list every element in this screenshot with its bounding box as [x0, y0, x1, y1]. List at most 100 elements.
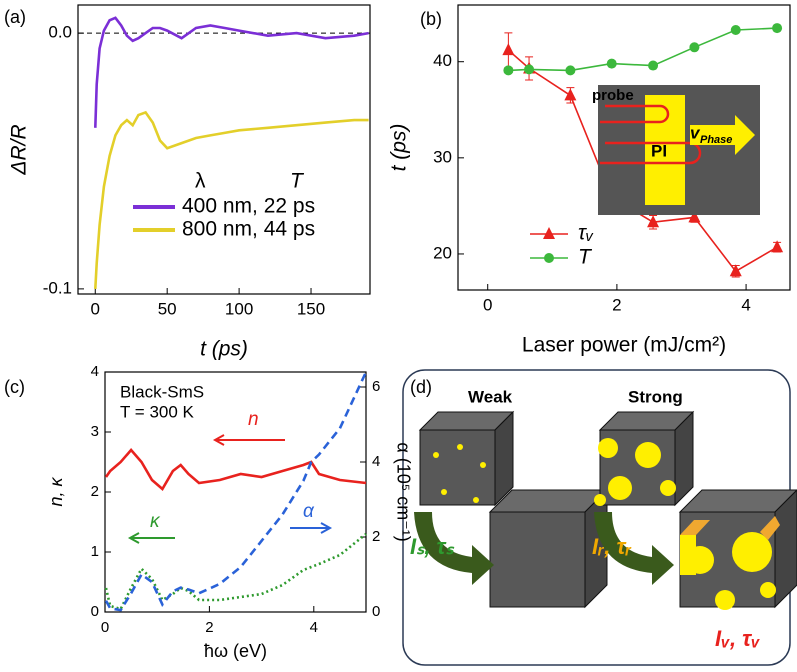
legend-header: T — [290, 170, 305, 193]
marker — [730, 24, 741, 35]
y-tick-label: 30 — [433, 147, 452, 166]
series-arrow — [127, 532, 175, 544]
x-tick-label: 2 — [612, 295, 621, 314]
inset-label: probe — [592, 87, 634, 104]
x-tick-label: 150 — [297, 299, 325, 318]
series-line — [104, 532, 367, 611]
s-label: Iₛ, τₛ — [410, 534, 455, 559]
defect — [441, 489, 447, 495]
x-tick-label: 0 — [91, 299, 100, 318]
x-tick-label: 100 — [225, 299, 253, 318]
marker — [772, 23, 783, 34]
cube-front — [489, 511, 586, 608]
plot-frame — [457, 4, 791, 291]
series-line — [104, 448, 367, 492]
series-label: κ — [150, 511, 161, 532]
transition-arrow — [594, 512, 674, 585]
series-line — [94, 16, 369, 128]
series-label: n — [248, 409, 259, 430]
marker — [771, 240, 784, 253]
x-tick-label: 4 — [310, 619, 318, 636]
legend-label: 800 nm, 44 ps — [182, 218, 315, 241]
marker — [524, 64, 535, 75]
x-tick-label: 4 — [741, 295, 750, 314]
series-arrow — [290, 522, 333, 534]
x-axis-label: Laser power (mJ/cm²) — [522, 334, 726, 357]
y2-tick-label: 0 — [372, 603, 380, 620]
x-axis-label: t (ps) — [200, 338, 248, 361]
legend-marker — [544, 253, 554, 263]
inset-probe — [600, 104, 670, 124]
domain — [594, 494, 606, 506]
r-label: Iᵣ, τᵣ — [592, 534, 632, 559]
y-axis-label: t (ps) — [388, 124, 411, 172]
defect — [433, 452, 439, 458]
panel-label: (c) — [4, 377, 25, 397]
domain — [680, 520, 710, 535]
domain — [608, 476, 632, 500]
series-label: α — [303, 501, 315, 522]
y-tick-label: 0 — [91, 603, 99, 620]
weak-label: Weak — [468, 387, 513, 406]
marker — [502, 43, 515, 56]
x-tick-label: 0 — [101, 619, 109, 636]
marker — [689, 42, 700, 53]
marker — [647, 215, 660, 228]
legend-header: λ — [195, 170, 206, 193]
domain — [715, 590, 735, 610]
inset-pi — [645, 95, 685, 205]
legend-label: T — [578, 246, 593, 269]
marker — [503, 65, 514, 76]
marker — [606, 58, 617, 69]
x-axis-label: ħω (eV) — [204, 641, 267, 661]
domain — [680, 535, 696, 575]
domain — [760, 582, 776, 598]
x-tick-label: 2 — [205, 619, 213, 636]
inset-label: PI — [651, 141, 667, 160]
panel-label: (b) — [420, 9, 442, 29]
v-label: Iᵥ, τᵥ — [715, 626, 760, 651]
y-tick-label: 1 — [91, 543, 99, 560]
y-tick-label: 40 — [433, 51, 452, 70]
transition-arrow — [414, 512, 494, 585]
marker — [688, 210, 701, 223]
y2-tick-label: 2 — [372, 528, 380, 545]
series-arrow — [212, 434, 285, 446]
y-axis-label: n, κ — [46, 476, 66, 506]
series-line — [94, 110, 369, 289]
domain — [732, 532, 772, 572]
y-tick-label: 20 — [433, 243, 452, 262]
marker — [648, 60, 659, 71]
y-axis-label: ΔR/R — [8, 124, 31, 175]
inset-arrow — [690, 115, 755, 155]
series-line — [508, 27, 778, 72]
series-line — [104, 371, 368, 612]
domain — [760, 516, 780, 540]
legend-label: 400 nm, 22 ps — [182, 195, 315, 218]
plot-frame — [77, 4, 371, 295]
marker — [565, 65, 576, 76]
inset-label: Phase — [700, 134, 732, 146]
diagram-cubes — [414, 410, 797, 610]
y2-axis-label: α (10⁵ cm⁻¹) — [393, 442, 413, 541]
domain — [635, 442, 661, 468]
x-tick-label: 50 — [158, 299, 177, 318]
inset-label: v — [690, 123, 701, 142]
defect — [473, 497, 479, 503]
y-tick-label: 4 — [91, 363, 99, 380]
marker — [564, 88, 577, 101]
y2-tick-label: 6 — [372, 378, 380, 395]
legend-label: τᵥ — [578, 222, 594, 245]
defect — [457, 444, 463, 450]
annotation: Black-SmS — [120, 382, 204, 401]
y-tick-label: 3 — [91, 423, 99, 440]
domain — [660, 480, 676, 496]
strong-label: Strong — [628, 387, 683, 406]
panel-label: (d) — [410, 377, 432, 397]
defect — [480, 462, 486, 468]
domain — [598, 438, 618, 458]
y-tick-label: -0.1 — [43, 278, 72, 297]
panel-label: (a) — [4, 7, 26, 27]
x-tick-label: 0 — [483, 295, 492, 314]
